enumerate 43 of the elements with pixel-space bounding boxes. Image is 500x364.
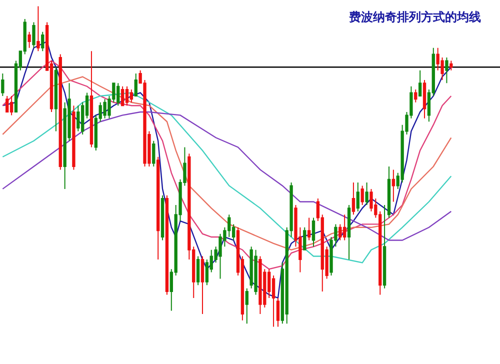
candlestick <box>152 140 156 167</box>
candlestick <box>382 204 386 289</box>
candlestick <box>445 57 448 84</box>
candlestick <box>90 50 94 148</box>
candlestick <box>28 31 31 48</box>
candlestick <box>134 73 138 96</box>
candlestick <box>156 156 160 260</box>
candlestick <box>76 105 80 132</box>
candlestick <box>32 22 36 48</box>
candlestick <box>41 31 44 52</box>
candlestick <box>258 256 262 314</box>
candlestick <box>387 166 391 218</box>
candlestick <box>54 66 58 132</box>
candlestick <box>347 204 351 260</box>
candlestick <box>307 217 311 241</box>
candlestick <box>365 182 368 206</box>
candlestick <box>120 86 124 106</box>
candlestick <box>352 182 356 216</box>
candlestick <box>356 182 360 212</box>
candlestick <box>312 217 316 248</box>
candlestick <box>303 226 306 250</box>
candlestick <box>6 95 9 112</box>
candlestick <box>276 297 280 328</box>
candlestick <box>450 60 453 71</box>
candlestick <box>422 79 426 119</box>
candlestick <box>1 73 4 96</box>
candlestick <box>72 105 76 170</box>
candlestick <box>196 256 200 286</box>
candlestick <box>418 70 422 96</box>
candlestick <box>245 288 248 324</box>
candlestick <box>414 89 418 103</box>
candlestick <box>165 194 169 296</box>
candlestick <box>125 86 129 106</box>
candlestick <box>160 194 164 241</box>
candlestick <box>58 54 62 170</box>
candlestick <box>360 185 364 206</box>
candlestick <box>130 89 134 103</box>
candlestick <box>10 95 14 116</box>
candlestick <box>342 214 346 241</box>
candlestick <box>36 6 40 52</box>
candlestick <box>200 256 204 314</box>
chart-title: 费波纳奇排列方式的均线 <box>348 10 481 24</box>
candlestick <box>392 169 396 202</box>
